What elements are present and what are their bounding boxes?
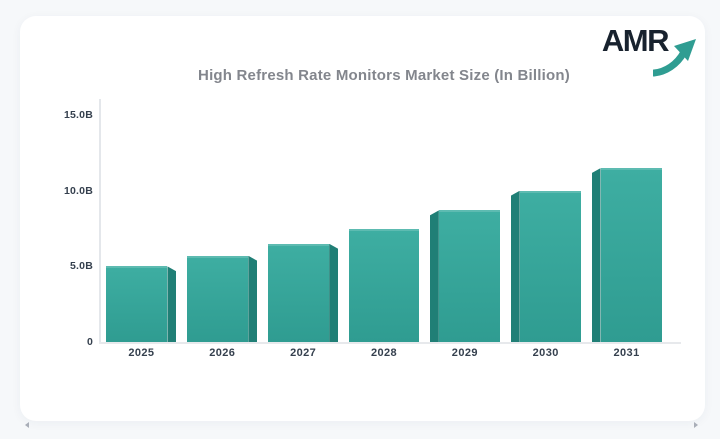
bar-side-face bbox=[167, 266, 177, 342]
plot-area: 0 5.0B 10.0B 15.0B 2025 2026 2027 2028 2029 2030… bbox=[64, 99, 681, 359]
amr-logo-text: AMR bbox=[601, 23, 670, 58]
x-axis-tick-label: 2025 bbox=[128, 347, 155, 359]
y-axis-tick-label: 5.0B bbox=[70, 260, 93, 273]
x-axis-tick-label: 2029 bbox=[451, 347, 478, 359]
x-axis-line bbox=[99, 342, 681, 344]
bar-side-face bbox=[329, 243, 339, 342]
y-axis-tick-label: 10.0B bbox=[63, 184, 93, 197]
chart-card: AMR High Refresh Rate Monitors Market Si… bbox=[20, 16, 705, 421]
bar-front-face bbox=[438, 210, 500, 342]
trend-arrow-icon bbox=[653, 39, 696, 77]
x-axis-tick-label: 2028 bbox=[370, 347, 398, 359]
y-axis-line bbox=[99, 99, 101, 342]
bar-2025 bbox=[106, 266, 177, 342]
x-axis-tick-label: 2027 bbox=[290, 347, 317, 359]
bar-2030 bbox=[510, 190, 581, 342]
chart-title: High Refresh Rate Monitors Market Size (… bbox=[198, 67, 570, 84]
carousel-prev-icon[interactable] bbox=[25, 422, 29, 428]
bar-side-face bbox=[591, 168, 601, 342]
carousel-next-icon[interactable] bbox=[694, 422, 698, 428]
bar-side-face bbox=[248, 255, 258, 342]
x-axis-tick-label: 2030 bbox=[532, 347, 559, 359]
bar-front-face bbox=[187, 255, 249, 342]
y-axis-tick-label: 0 bbox=[86, 336, 93, 348]
bar-front-face bbox=[519, 190, 581, 342]
bar-2026 bbox=[187, 255, 258, 342]
bar-2031 bbox=[591, 168, 662, 342]
bar-front-face bbox=[349, 228, 419, 342]
bar-front-face bbox=[268, 243, 330, 342]
bar-front-face bbox=[600, 168, 662, 342]
amr-logo: AMR bbox=[602, 24, 699, 77]
y-axis-tick-label: 15.0B bbox=[63, 109, 93, 122]
bar-2027 bbox=[268, 243, 339, 342]
bar-side-face bbox=[429, 210, 439, 342]
x-axis-tick-label: 2026 bbox=[209, 347, 236, 359]
bar-front-face bbox=[106, 266, 168, 342]
x-axis-tick-label: 2031 bbox=[613, 347, 640, 359]
bar-side-face bbox=[510, 190, 520, 342]
bar-2029 bbox=[429, 210, 500, 342]
bar-2028 bbox=[349, 228, 419, 342]
